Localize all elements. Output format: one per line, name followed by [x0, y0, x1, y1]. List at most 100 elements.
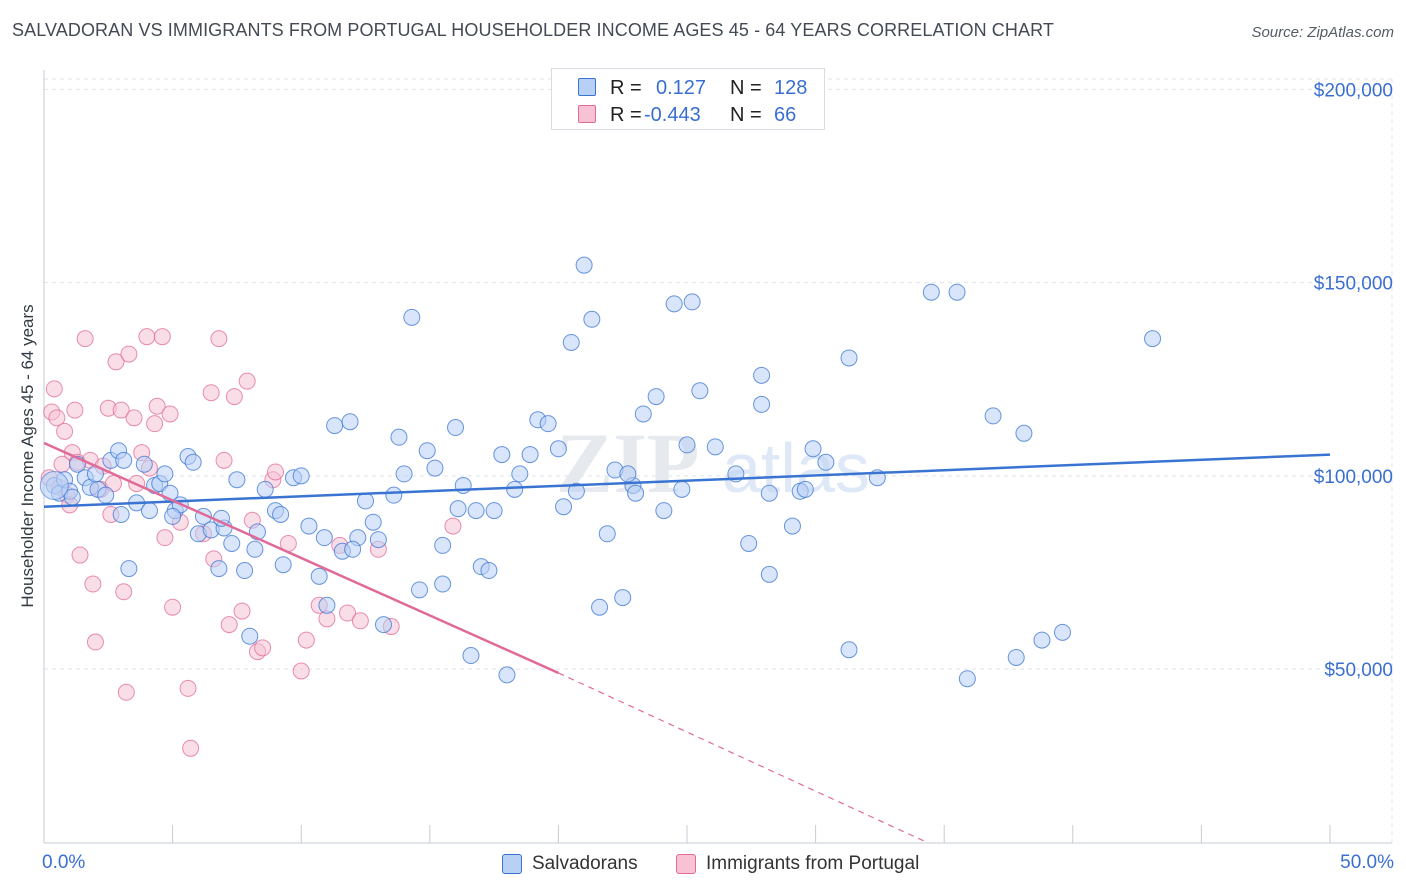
salvadoran-point: [614, 589, 632, 607]
salvadoran-point: [796, 480, 814, 498]
stats-row-blue: R = 0.127 N = 128: [552, 73, 824, 101]
portugal-point: [48, 409, 66, 427]
salvadoran-point: [403, 308, 421, 326]
salvadoran-point: [184, 453, 202, 471]
salvadoran-point: [549, 440, 567, 458]
stats-r-label: R =: [610, 104, 642, 126]
salvadoran-point: [506, 480, 524, 498]
portugal-point: [115, 583, 133, 601]
portugal-point: [112, 401, 130, 419]
salvadoran-point: [115, 451, 133, 469]
salvadoran-point: [753, 366, 771, 384]
portugal-point: [266, 463, 284, 481]
legend-label: Salvadorans: [532, 853, 638, 874]
portugal-point: [86, 633, 104, 651]
salvadoran-point: [467, 502, 485, 520]
legend: Salvadorans Immigrants from Portugal: [0, 851, 1406, 879]
salvadoran-point: [583, 310, 601, 328]
salvadoran-point: [511, 465, 529, 483]
salvadoran-point: [840, 349, 858, 367]
salvadoran-point: [673, 480, 691, 498]
salvadoran-point: [753, 395, 771, 413]
stats-box: R = 0.127 N = 128 R = -0.443 N = 66: [551, 68, 825, 130]
salvadoran-point: [120, 560, 138, 578]
salvadoran-point: [135, 455, 153, 473]
salvadoran-point: [760, 484, 778, 502]
x-tick-max: 50.0%: [1340, 852, 1394, 873]
salvadoran-point: [462, 647, 480, 665]
salvadoran-point: [292, 467, 310, 485]
portugal-point: [107, 353, 125, 371]
portugal-point: [220, 616, 238, 634]
salvadoran-point: [390, 428, 408, 446]
portugal-point: [202, 384, 220, 402]
stats-swatch-blue: [578, 78, 596, 96]
salvadoran-point: [97, 486, 115, 504]
salvadoran-point: [562, 333, 580, 351]
salvadoran-point: [341, 413, 359, 431]
trend-lines: [43, 441, 1331, 844]
y-tick-label: $100,000: [1314, 467, 1393, 488]
salvadoran-point: [678, 436, 696, 454]
salvadoran-point: [1144, 330, 1162, 348]
salvadoran-point: [344, 540, 362, 558]
portugal-point: [117, 683, 135, 701]
salvadoran-point: [804, 440, 822, 458]
salvadoran-point: [364, 513, 382, 531]
salvadoran-point: [315, 529, 333, 547]
salvadoran-point: [1054, 623, 1072, 641]
stats-row-pink: R = -0.443 N = 66: [552, 100, 824, 128]
y-tick-label: $150,000: [1314, 274, 1393, 295]
stats-r-value: -0.443: [644, 104, 701, 126]
y-tick-label: $50,000: [1324, 660, 1393, 681]
portugal-point: [182, 739, 200, 757]
salvadoran-point: [1033, 631, 1051, 649]
portugal-point: [444, 517, 462, 535]
salvadoran-point: [310, 567, 328, 585]
portugal-point: [210, 330, 228, 348]
portugal-point: [45, 380, 63, 398]
salvadoran-point: [958, 670, 976, 688]
legend-label: Immigrants from Portugal: [706, 853, 920, 874]
salvadoran-point: [246, 540, 264, 558]
salvadoran-point: [411, 581, 429, 599]
stats-n-value: 128: [774, 77, 808, 99]
portugal-point: [254, 639, 272, 657]
salvadoran-point: [272, 505, 290, 523]
salvadoran-point: [385, 486, 403, 504]
legend-swatch-pink: [676, 854, 696, 874]
salvadoran-point: [375, 616, 393, 634]
portugal-point: [138, 328, 156, 346]
x-tick-min: 0.0%: [42, 852, 86, 873]
salvadoran-point: [922, 283, 940, 301]
portugal-trend-line: [43, 441, 559, 675]
stats-r-label: R =: [610, 77, 642, 99]
y-tick-labels: $50,000 $100,000 $150,000 $200,000: [1314, 80, 1393, 681]
salvadoran-point: [274, 556, 292, 574]
salvadoran-point: [256, 480, 274, 498]
salvadoran-point: [434, 575, 452, 593]
salvadoran-point: [740, 534, 758, 552]
salvadoran-point: [485, 502, 503, 520]
salvadoran-point: [634, 405, 652, 423]
legend-swatch-blue: [502, 854, 522, 874]
portugal-point: [146, 415, 164, 433]
source-label: Source: ZipAtlas.com: [1251, 24, 1394, 41]
salvadoran-point: [300, 517, 318, 535]
stats-r-value: 0.127: [656, 77, 707, 99]
portugal-point: [179, 679, 197, 697]
salvadoran-point: [1007, 648, 1025, 666]
salvadoran-point: [521, 446, 539, 464]
portugal-point: [153, 328, 171, 346]
salvadoran-point: [418, 442, 436, 460]
portugal-point: [148, 397, 166, 415]
portugal-point: [161, 405, 179, 423]
salvadoran-point: [706, 438, 724, 456]
salvadoran-point: [395, 465, 413, 483]
salvadoran-point: [1015, 424, 1033, 442]
stats-n-value: 66: [774, 104, 797, 126]
portugal-point: [215, 451, 233, 469]
salvadoran-point: [164, 507, 182, 525]
salvadoran-trend-line: [43, 453, 1331, 508]
